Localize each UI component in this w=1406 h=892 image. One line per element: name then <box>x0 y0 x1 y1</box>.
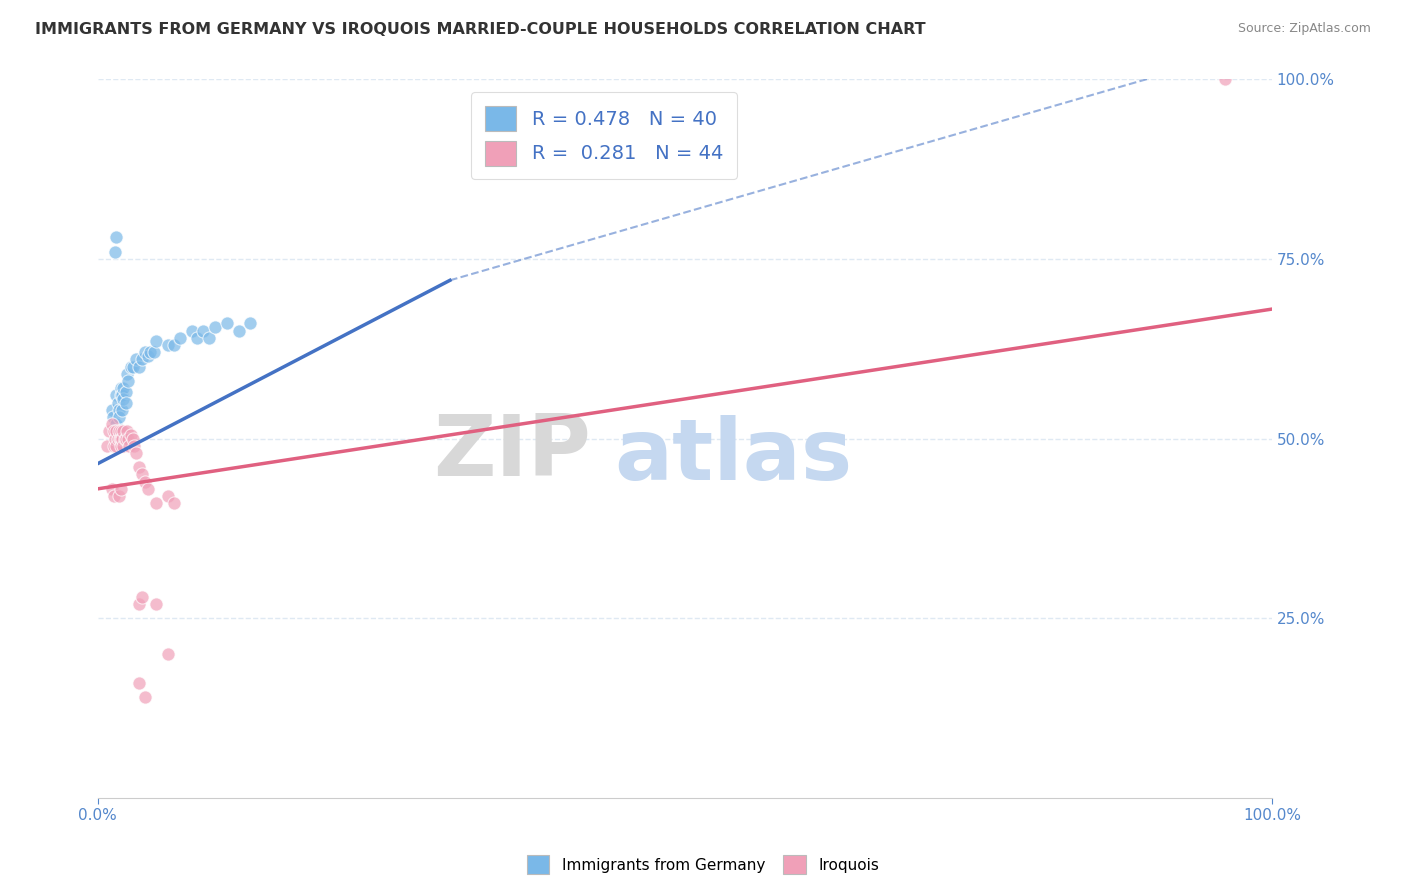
Point <box>204 320 226 334</box>
Point <box>117 432 139 446</box>
Point <box>107 432 129 446</box>
Point <box>198 331 221 345</box>
Point <box>110 388 132 402</box>
Point <box>96 439 118 453</box>
Point <box>110 439 132 453</box>
Point <box>125 446 148 460</box>
Point <box>134 345 156 359</box>
Point <box>111 432 134 446</box>
Point <box>193 324 215 338</box>
Point <box>107 409 129 424</box>
Point <box>143 345 166 359</box>
Point <box>128 359 150 374</box>
Point <box>145 496 167 510</box>
Point <box>105 425 128 439</box>
Point <box>107 489 129 503</box>
Point <box>105 439 128 453</box>
Point <box>131 590 153 604</box>
Point <box>1213 72 1236 87</box>
Point <box>125 352 148 367</box>
Point <box>110 482 132 496</box>
Text: ZIP: ZIP <box>433 411 591 494</box>
Point <box>139 345 162 359</box>
Point <box>111 402 134 417</box>
Point <box>103 489 125 503</box>
Point <box>100 417 122 431</box>
Point <box>107 425 129 439</box>
Point <box>239 317 262 331</box>
Point <box>105 417 128 431</box>
Point <box>112 439 135 453</box>
Point <box>112 392 135 406</box>
Point <box>105 230 128 244</box>
Point <box>136 482 159 496</box>
Point <box>98 425 121 439</box>
Point <box>145 597 167 611</box>
Point <box>115 425 138 439</box>
Point <box>128 597 150 611</box>
Point <box>215 317 238 331</box>
Point <box>107 402 129 417</box>
Legend: Immigrants from Germany, Iroquois: Immigrants from Germany, Iroquois <box>520 849 886 880</box>
Point <box>115 367 138 381</box>
Point <box>131 467 153 482</box>
Point <box>228 324 250 338</box>
Point <box>111 388 134 402</box>
Point <box>186 331 208 345</box>
Point <box>128 460 150 475</box>
Point <box>120 359 142 374</box>
Point <box>157 489 180 503</box>
Point <box>134 690 156 705</box>
Point <box>163 496 186 510</box>
Point <box>104 244 127 259</box>
Point <box>122 432 145 446</box>
Point <box>100 482 122 496</box>
Point <box>108 432 131 446</box>
Point <box>114 384 136 399</box>
Point <box>103 425 125 439</box>
Point <box>101 409 124 424</box>
Point <box>100 402 122 417</box>
Point <box>112 381 135 395</box>
Point <box>112 425 135 439</box>
Point <box>180 324 202 338</box>
Point <box>105 388 128 402</box>
Point <box>114 395 136 409</box>
Point <box>145 334 167 349</box>
Point <box>118 439 141 453</box>
Point <box>122 439 145 453</box>
Text: atlas: atlas <box>614 415 852 498</box>
Point <box>114 432 136 446</box>
Point <box>163 338 186 352</box>
Legend: R = 0.478   N = 40, R =  0.281   N = 44: R = 0.478 N = 40, R = 0.281 N = 44 <box>471 92 737 179</box>
Point <box>128 676 150 690</box>
Point <box>134 475 156 489</box>
Point <box>136 349 159 363</box>
Point <box>110 425 132 439</box>
Point <box>107 395 129 409</box>
Point <box>103 439 125 453</box>
Point <box>104 432 127 446</box>
Point <box>110 432 132 446</box>
Point <box>120 428 142 442</box>
Text: Source: ZipAtlas.com: Source: ZipAtlas.com <box>1237 22 1371 36</box>
Point <box>117 374 139 388</box>
Point <box>114 432 136 446</box>
Text: IMMIGRANTS FROM GERMANY VS IROQUOIS MARRIED-COUPLE HOUSEHOLDS CORRELATION CHART: IMMIGRANTS FROM GERMANY VS IROQUOIS MARR… <box>35 22 925 37</box>
Point <box>157 647 180 661</box>
Point <box>169 331 191 345</box>
Point <box>122 359 145 374</box>
Point <box>157 338 180 352</box>
Point <box>131 352 153 367</box>
Point <box>110 381 132 395</box>
